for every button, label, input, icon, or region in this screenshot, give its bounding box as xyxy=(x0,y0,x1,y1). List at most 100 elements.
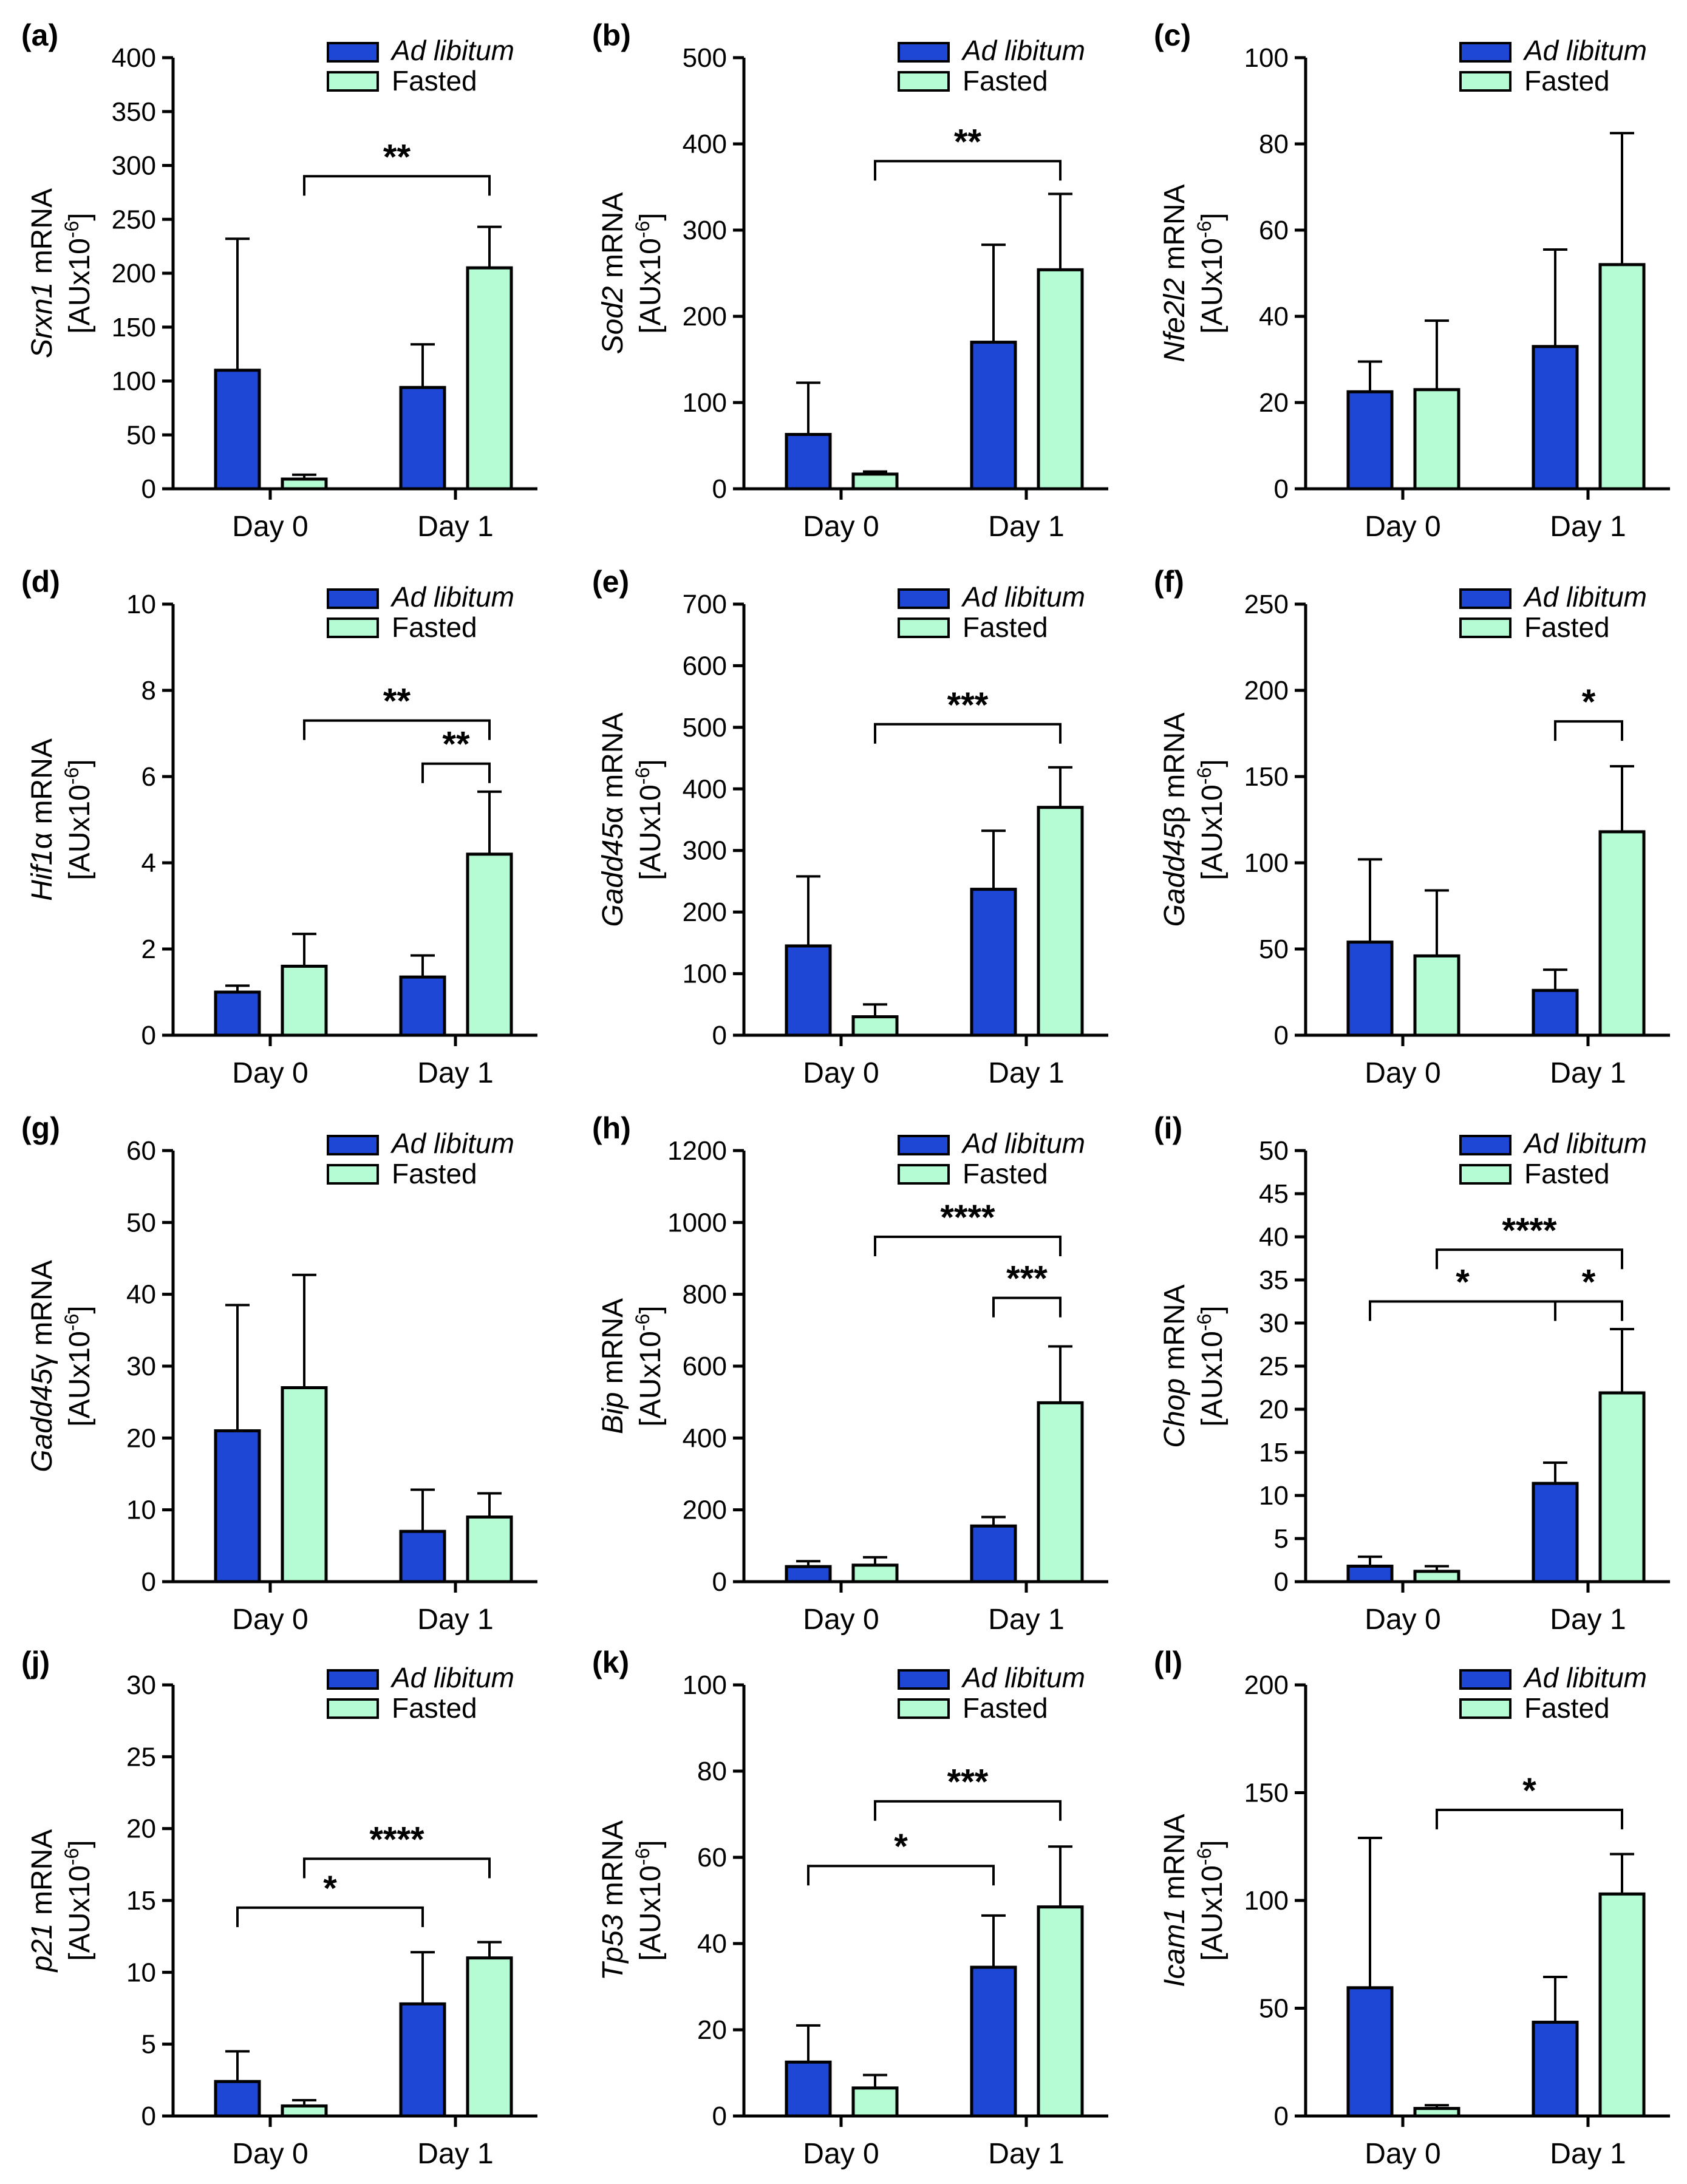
bar-ad-libitum-day-0 xyxy=(785,1565,832,1584)
legend-swatch-ad-libitum xyxy=(898,588,950,609)
y-tick-label: 0 xyxy=(712,1021,727,1050)
y-tick-label: 200 xyxy=(683,1495,727,1525)
bar-fasted-day-0 xyxy=(851,2086,899,2118)
unit-close: ] xyxy=(1196,759,1229,767)
y-tick-label: 40 xyxy=(697,1929,727,1959)
significance-label: **** xyxy=(940,1198,995,1237)
bar-ad-libitum-day-1 xyxy=(1532,2021,1579,2118)
y-tick-label: 400 xyxy=(683,129,727,159)
label-suffix: mRNA xyxy=(1159,712,1191,806)
legend-swatch-fasted xyxy=(1459,617,1511,638)
significance-label: * xyxy=(323,1869,337,1908)
y-tick-label: 0 xyxy=(141,1021,156,1050)
legend-swatch-fasted xyxy=(327,617,379,638)
bar-ad-libitum-day-0 xyxy=(785,2060,832,2118)
label-suffix: mRNA xyxy=(26,1260,58,1354)
unit-base: [AUx10 xyxy=(64,1331,96,1426)
y-tick-label: 0 xyxy=(1274,474,1289,504)
legend-label-ad-libitum: Ad libitum xyxy=(390,1128,514,1159)
legend-swatch-fasted xyxy=(898,71,950,92)
unit-base: [AUx10 xyxy=(635,238,667,333)
unit-exponent: -6 xyxy=(632,767,653,784)
significance-label: *** xyxy=(947,685,989,725)
label-suffix: mRNA xyxy=(26,1829,58,1924)
x-tick-label: Day 0 xyxy=(232,511,308,543)
y-axis-label: p21 mRNA xyxy=(26,1829,58,1973)
legend-label-fasted: Fasted xyxy=(1524,1692,1610,1724)
legend-label-ad-libitum: Ad libitum xyxy=(961,1662,1085,1693)
y-tick-label: 250 xyxy=(1244,590,1289,619)
bar-ad-libitum-day-0 xyxy=(214,369,261,491)
y-tick-label: 200 xyxy=(1244,1670,1289,1700)
legend-label-fasted: Fasted xyxy=(963,1158,1048,1189)
bar-fasted-day-0 xyxy=(1413,388,1460,491)
bar-ad-libitum-day-1 xyxy=(970,1965,1017,2118)
unit-exponent: -6 xyxy=(61,767,83,784)
y-axis-label: Hif1α mRNA xyxy=(26,738,58,901)
bar-ad-libitum-day-1 xyxy=(399,2002,446,2118)
bar-fasted-day-1 xyxy=(1598,263,1646,491)
gene-greek: γ xyxy=(26,1354,58,1369)
y-tick-label: 50 xyxy=(1259,934,1289,964)
gene-name: Bip xyxy=(597,1392,629,1434)
gene-name: Gadd45 xyxy=(1159,823,1191,927)
y-tick-label: 10 xyxy=(1259,1481,1289,1511)
x-tick-label: Day 1 xyxy=(417,2138,493,2170)
y-tick-label: 60 xyxy=(1259,216,1289,245)
panel-label: (b) xyxy=(592,18,631,52)
bar-fasted-day-1 xyxy=(1037,268,1084,491)
y-tick-label: 50 xyxy=(126,1208,156,1237)
unit-close: ] xyxy=(1196,213,1229,220)
x-tick-label: Day 1 xyxy=(988,511,1064,543)
y-tick-label: 100 xyxy=(1244,1886,1289,1916)
unit-base: [AUx10 xyxy=(635,784,667,880)
bar-fasted-day-0 xyxy=(851,472,899,491)
unit-exponent: -6 xyxy=(1193,221,1215,238)
y-tick-label: 0 xyxy=(1274,1021,1289,1050)
bar-ad-libitum-day-0 xyxy=(1346,1986,1394,2118)
significance-label: ** xyxy=(442,725,470,764)
significance-bracket xyxy=(421,762,491,783)
legend-label-fasted: Fasted xyxy=(392,65,477,97)
unit-exponent: -6 xyxy=(61,1848,83,1865)
x-tick-label: Day 1 xyxy=(1550,1604,1626,1636)
y-axis-label: Gadd45γ mRNA xyxy=(26,1260,58,1472)
y-axis-unit: [AUx10-6] xyxy=(632,213,667,333)
bar-ad-libitum-day-1 xyxy=(1532,345,1579,491)
y-tick-label: 5 xyxy=(1274,1524,1289,1554)
unit-close: ] xyxy=(635,759,667,767)
significance-bracket xyxy=(303,719,491,740)
unit-close: ] xyxy=(635,1305,667,1313)
significance-bracket xyxy=(236,1906,424,1927)
panel-label: (l) xyxy=(1154,1645,1182,1679)
x-tick-label: Day 0 xyxy=(1365,1604,1440,1636)
bar-fasted-day-1 xyxy=(1037,1905,1084,2118)
bar-fasted-day-1 xyxy=(466,1516,513,1584)
bar-fasted-day-1 xyxy=(466,852,513,1037)
y-tick-label: 600 xyxy=(683,651,727,681)
significance-bracket xyxy=(303,1857,491,1879)
y-axis-unit: [AUx10-6] xyxy=(1193,1840,1229,1961)
significance-label: **** xyxy=(369,1820,424,1859)
y-tick-label: 100 xyxy=(683,388,727,418)
unit-exponent: -6 xyxy=(1193,1848,1215,1865)
gene-name: Tp53 xyxy=(597,1914,629,1981)
legend-swatch-ad-libitum xyxy=(898,1669,950,1690)
bar-ad-libitum-day-1 xyxy=(970,341,1017,491)
y-tick-label: 25 xyxy=(1259,1352,1289,1381)
legend-label-fasted: Fasted xyxy=(963,611,1048,643)
gene-name: Sod2 xyxy=(597,286,629,354)
legend-label-fasted: Fasted xyxy=(963,1692,1048,1724)
x-tick-label: Day 1 xyxy=(417,511,493,543)
significance-bracket xyxy=(874,723,1062,744)
bar-ad-libitum-day-1 xyxy=(970,1524,1017,1584)
significance-bracket xyxy=(1554,720,1623,741)
legend-swatch-fasted xyxy=(898,1164,950,1185)
x-tick-label: Day 0 xyxy=(803,1604,879,1636)
y-axis-unit: [AUx10-6] xyxy=(61,759,96,880)
x-tick-label: Day 0 xyxy=(232,1057,308,1089)
y-tick-label: 35 xyxy=(1259,1265,1289,1295)
bar-fasted-day-1 xyxy=(1598,1892,1646,2118)
significance-bracket xyxy=(874,1800,1062,1821)
